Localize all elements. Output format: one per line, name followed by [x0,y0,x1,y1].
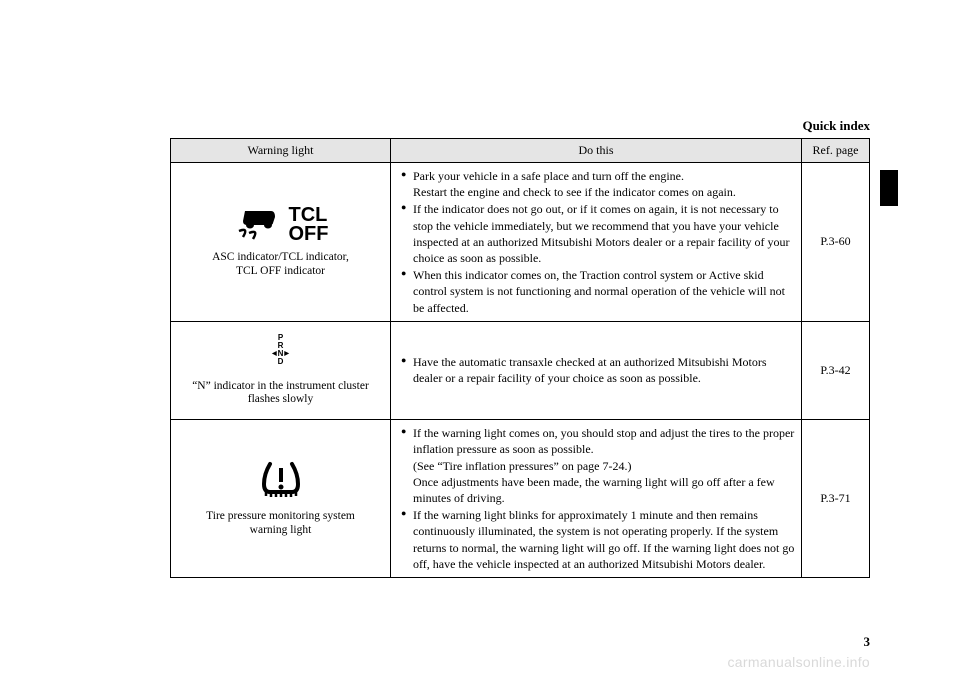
warning-cell-tire-pressure: Tire pressure monitoring system warning … [171,420,391,578]
ref-cell: P.3-60 [802,163,870,322]
chapter-title: Quick index [802,118,870,134]
thumb-tab [880,170,898,206]
table-row: TCL OFF ASC indicator/TCL indicator, TCL… [171,163,870,322]
page: Quick index Warning light Do this Ref. p… [0,0,960,678]
do-this-cell: Park your vehicle in a safe place and tu… [391,163,802,322]
asc-tcl-icon: TCL OFF [233,205,329,245]
tire-pressure-icon [258,460,304,500]
do-this-cell: Have the automatic transaxle checked at … [391,321,802,420]
bullet: When this indicator comes on, the Tracti… [401,267,795,316]
page-number: 3 [864,634,871,650]
warning-table: Warning light Do this Ref. page [170,138,870,578]
bullet: Park your vehicle in a safe place and tu… [401,168,795,200]
header-do-this: Do this [391,139,802,163]
header-ref-page: Ref. page [802,139,870,163]
bullet: If the indicator does not go out, or if … [401,201,795,266]
tcl-text-bottom: OFF [289,225,329,244]
warning-cell-n-indicator: P R ◀N▶ D “N” indicator in the instrumen… [171,321,391,420]
table-row: P R ◀N▶ D “N” indicator in the instrumen… [171,321,870,420]
warning-label: ASC indicator/TCL indicator, TCL OFF ind… [212,251,349,279]
bullet: Have the automatic transaxle checked at … [401,354,795,386]
skid-car-icon [233,205,281,245]
warning-label: Tire pressure monitoring system warning … [206,510,355,538]
bullet: If the warning light blinks for approxim… [401,507,795,572]
prnd-icon: P R ◀N▶ D [272,334,289,366]
ref-cell: P.3-71 [802,420,870,578]
table-header-row: Warning light Do this Ref. page [171,139,870,163]
header-warning-light: Warning light [171,139,391,163]
warning-label: “N” indicator in the instrument cluster … [177,380,384,408]
watermark: carmanualsonline.info [728,654,871,670]
bullet: If the warning light comes on, you shoul… [401,425,795,506]
do-this-cell: If the warning light comes on, you shoul… [391,420,802,578]
prnd-d: D [272,358,289,366]
ref-cell: P.3-42 [802,321,870,420]
warning-cell-asc-tcl: TCL OFF ASC indicator/TCL indicator, TCL… [171,163,391,322]
table-row: Tire pressure monitoring system warning … [171,420,870,578]
